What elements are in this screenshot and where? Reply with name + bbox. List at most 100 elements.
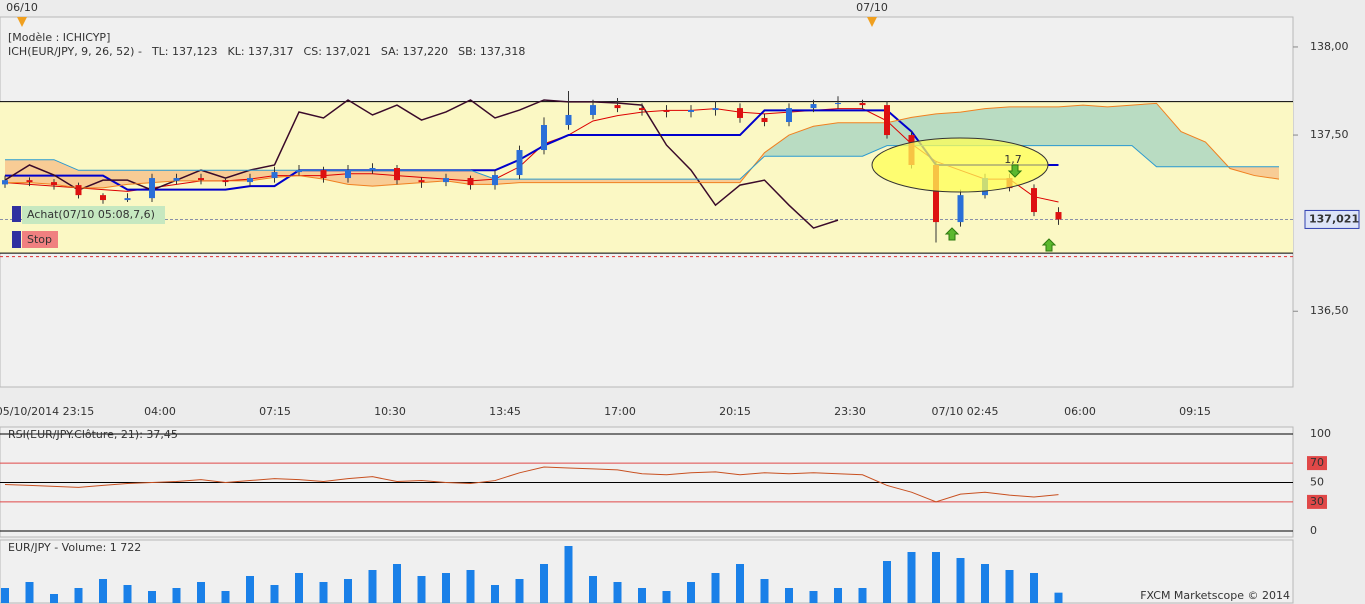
cloud — [789, 126, 814, 157]
volume-bar — [932, 552, 940, 603]
volume-bar — [50, 594, 58, 603]
candle-body — [663, 110, 670, 112]
legend-entry: TL: 137,123 — [151, 45, 218, 58]
y-tick-label: 138,00 — [1310, 40, 1349, 53]
candle-body — [859, 102, 866, 106]
order-marker — [12, 231, 21, 248]
candle-body — [1055, 212, 1062, 220]
volume-bar — [417, 576, 426, 603]
x-tick-label: 13:45 — [489, 405, 521, 418]
panel-title: RSI(EUR/JPY.Clôture, 21): 37,45 — [8, 428, 178, 441]
candle-body — [933, 165, 939, 223]
last-price-label: 137,021 — [1309, 212, 1359, 225]
volume-bar — [834, 588, 842, 603]
candle-body — [222, 180, 229, 183]
cloud — [936, 112, 961, 146]
volume-bar — [589, 576, 597, 603]
volume-bar — [662, 591, 671, 603]
candle-body — [418, 180, 425, 183]
cloud — [813, 122, 838, 157]
candle-body — [198, 178, 204, 181]
y-tick-label: 100 — [1310, 427, 1331, 440]
cloud — [544, 179, 569, 183]
volume-bar — [736, 564, 744, 603]
cloud — [838, 122, 863, 157]
model-label: [Modèle : ICHICYP] — [8, 31, 110, 44]
cloud — [666, 179, 691, 183]
cloud — [1034, 106, 1059, 146]
cloud — [5, 159, 30, 183]
volume-bar — [638, 588, 646, 603]
candle-body — [492, 175, 498, 186]
y-tick-label: 50 — [1310, 476, 1324, 489]
x-tick-label: 10:30 — [374, 405, 406, 418]
cloud — [985, 106, 1010, 146]
volume-bar — [270, 585, 279, 603]
volume-bar — [1054, 592, 1063, 603]
volume-bar — [711, 573, 720, 603]
candle-body — [394, 167, 400, 181]
candle-body — [712, 108, 719, 111]
x-tick-label: 23:30 — [834, 405, 866, 418]
cloud — [54, 159, 79, 188]
cloud — [715, 179, 740, 183]
candle-body — [173, 178, 180, 181]
volume-bar — [368, 570, 377, 603]
candle-body — [75, 185, 82, 196]
volume-bar — [172, 588, 181, 603]
volume-bar — [221, 591, 230, 603]
cloud — [568, 179, 593, 183]
cloud — [299, 170, 324, 180]
candle-body — [149, 178, 155, 199]
x-tick-label: 07:15 — [259, 405, 291, 418]
candle-body — [1031, 188, 1037, 213]
volume-bar — [956, 558, 965, 603]
cloud — [1058, 105, 1083, 146]
stop-label: Stop — [27, 233, 52, 246]
candle-body — [271, 172, 278, 179]
signal-label: 1,7 — [1004, 153, 1022, 166]
volume-bar — [760, 579, 769, 603]
cloud — [397, 170, 422, 185]
volume-bar — [442, 573, 450, 603]
cloud — [103, 170, 128, 188]
volume-bar — [515, 579, 524, 603]
candle-body — [443, 178, 449, 183]
indicator-line — [4, 99, 839, 229]
volume-bar — [393, 564, 401, 603]
cloud — [642, 179, 667, 183]
cloud — [225, 170, 250, 181]
achat-label: Achat(07/10 05:08,7,6) — [27, 208, 155, 221]
cloud — [127, 170, 152, 185]
candle-body — [786, 108, 792, 123]
candle-body — [688, 110, 694, 112]
date-label: 07/10 — [856, 1, 888, 14]
date-marker — [17, 17, 27, 27]
indicator-line — [4, 108, 1059, 203]
candle-body — [541, 125, 547, 151]
candle-body — [957, 195, 964, 223]
candle-body — [590, 105, 596, 115]
candle-body — [884, 105, 890, 136]
candle-body — [124, 198, 131, 201]
legend-indicator: ICH(EUR/JPY, 9, 26, 52) - — [8, 45, 142, 58]
cloud — [421, 170, 446, 183]
volume-bar — [809, 591, 818, 603]
signal-arrow — [1041, 238, 1057, 252]
x-tick-label: 09:15 — [1179, 405, 1211, 418]
y-tick-label: 30 — [1310, 495, 1324, 508]
x-tick-label: 06:00 — [1064, 405, 1096, 418]
candle-body — [467, 178, 474, 186]
cloud — [691, 179, 716, 183]
date-label: 06/10 — [6, 1, 38, 14]
cloud — [372, 170, 397, 187]
volume-bar — [1030, 573, 1038, 603]
indicator-line — [5, 109, 1059, 191]
last-price-box — [1304, 209, 1360, 229]
signal-arrow — [944, 227, 960, 241]
cloud — [1156, 103, 1181, 167]
candle-body — [320, 170, 327, 179]
cloud — [911, 113, 936, 146]
cloud — [593, 179, 618, 183]
candle-body — [516, 150, 523, 176]
